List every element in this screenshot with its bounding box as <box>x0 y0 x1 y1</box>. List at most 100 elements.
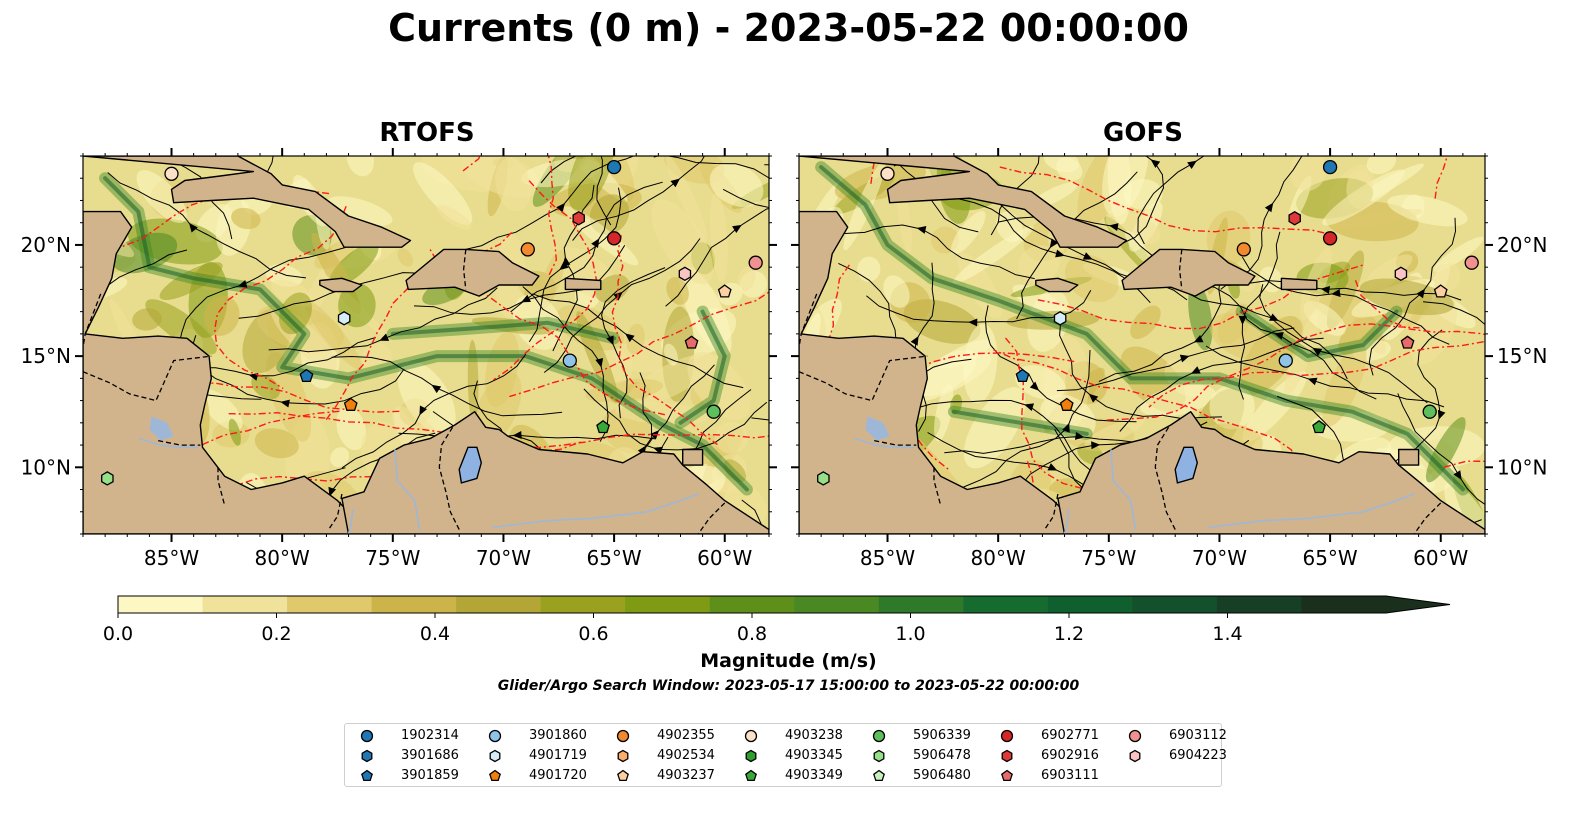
legend-marker-circle <box>872 729 886 743</box>
float-marker-3901859 <box>1015 368 1030 383</box>
lon-tick-label: 70°W <box>1192 546 1247 570</box>
streamline <box>268 287 498 353</box>
speed-patch <box>397 361 456 435</box>
speed-patch <box>397 248 414 267</box>
speed-patch <box>1188 282 1213 351</box>
streamline-arrow <box>1190 366 1201 374</box>
legend-label: 4901720 <box>529 768 587 783</box>
land-area <box>405 248 540 297</box>
legend-label: 4903345 <box>785 748 843 763</box>
legend-label: 4903349 <box>785 768 843 783</box>
legend-marker-hexagon <box>1001 749 1013 763</box>
streamline-arrow <box>521 294 531 303</box>
legend-label: 1902314 <box>401 728 459 743</box>
ssh-contour <box>1148 341 1484 408</box>
float-marker-6903111 <box>1400 335 1415 349</box>
speed-patch <box>1359 278 1454 316</box>
speed-patch <box>436 205 472 230</box>
speed-patch <box>1444 482 1485 534</box>
colorbar-bin <box>1216 596 1302 613</box>
lon-tick-label: 80°W <box>971 546 1026 570</box>
lat-tick-label: 20°N <box>1497 233 1547 257</box>
streamline-arrow <box>1320 285 1331 294</box>
colorbar-outline <box>117 595 1451 614</box>
streamline-arrow <box>1174 535 1186 547</box>
streamline <box>331 355 563 417</box>
legend-symbol <box>488 729 502 743</box>
legend-symbol <box>361 749 373 763</box>
speed-patch <box>883 275 910 308</box>
streamline-arrow <box>1264 202 1274 213</box>
ssh-contour <box>993 349 1301 465</box>
streamline <box>528 187 622 343</box>
streamline-arrow <box>1049 238 1059 249</box>
land-area <box>799 156 1128 248</box>
ssh-contour <box>462 156 481 172</box>
float-marker-6902771 <box>1322 231 1338 246</box>
speed-patch <box>737 266 756 291</box>
legend-symbol <box>360 729 374 743</box>
streamline <box>984 305 1137 423</box>
country-border <box>799 355 928 402</box>
speed-patch <box>1322 342 1367 427</box>
country-border <box>874 439 917 446</box>
legend-label: 3901859 <box>401 768 459 783</box>
streamline-arrow <box>1179 354 1190 363</box>
legend-marker-hexagon <box>1129 749 1141 763</box>
river <box>854 437 915 449</box>
speed-patch <box>1258 266 1283 293</box>
float-marker-6902916 <box>572 211 585 226</box>
legend-label: 4902534 <box>657 748 715 763</box>
colorbar-tick-label: 0.2 <box>261 623 291 645</box>
speed-patch <box>1309 289 1388 332</box>
speed-patch <box>132 308 162 331</box>
figure-title: Currents (0 m) - 2023-05-22 00:00:00 <box>388 6 1189 50</box>
legend-marker-pentagon <box>361 769 373 782</box>
speed-patch <box>485 331 519 408</box>
colorbar-bin <box>963 596 1049 613</box>
streamline <box>912 399 1110 481</box>
speed-patch <box>714 421 749 454</box>
speed-patch <box>159 262 223 301</box>
streamline <box>195 355 405 405</box>
speed-patch <box>467 339 479 424</box>
legend-label: 4903238 <box>785 728 843 743</box>
legend-marker-pentagon <box>617 769 629 782</box>
speed-patch <box>1366 156 1396 175</box>
streamline-arrow <box>278 91 290 103</box>
streamline-arrow <box>1082 252 1093 260</box>
land-area <box>83 210 350 534</box>
speed-patch <box>934 384 954 442</box>
streamline-arrow <box>1150 159 1161 169</box>
float-marker-5906478 <box>817 471 830 486</box>
land-area <box>682 448 704 466</box>
legend-symbol <box>1001 769 1013 782</box>
legend-marker-circle <box>1128 729 1142 743</box>
legend-marker-hexagon <box>361 749 373 763</box>
float-marker-1902314 <box>1322 159 1338 175</box>
float-marker-4903349 <box>596 419 610 434</box>
speed-patch <box>145 299 217 355</box>
streamline-arrow <box>910 335 919 346</box>
speed-patch <box>950 394 963 415</box>
streamline <box>540 156 769 184</box>
legend-symbol <box>872 729 886 743</box>
speed-patch <box>996 211 1023 243</box>
streamline-arrow <box>1437 409 1446 420</box>
speed-patch <box>203 295 240 336</box>
map-panel-rtofs: 85°W 80°W 75°W 70°W 65°W 60°W 20°N 15°N 10°N <box>21 91 777 570</box>
speed-patch <box>327 196 393 226</box>
colorbar-bin <box>878 596 964 613</box>
speed-patch <box>231 207 261 230</box>
colorbar-bin <box>371 596 457 613</box>
streamline-arrow <box>1416 288 1426 299</box>
country-border <box>438 426 460 530</box>
ssh-contour <box>428 247 666 416</box>
streamline <box>601 267 666 419</box>
river <box>347 509 354 534</box>
current-jet-core <box>390 320 617 341</box>
legend-label: 6902916 <box>1041 748 1099 763</box>
lat-tick-label: 15°N <box>21 344 71 368</box>
lon-tick-label: 60°W <box>697 546 752 570</box>
lake-maracaibo <box>1174 446 1199 484</box>
